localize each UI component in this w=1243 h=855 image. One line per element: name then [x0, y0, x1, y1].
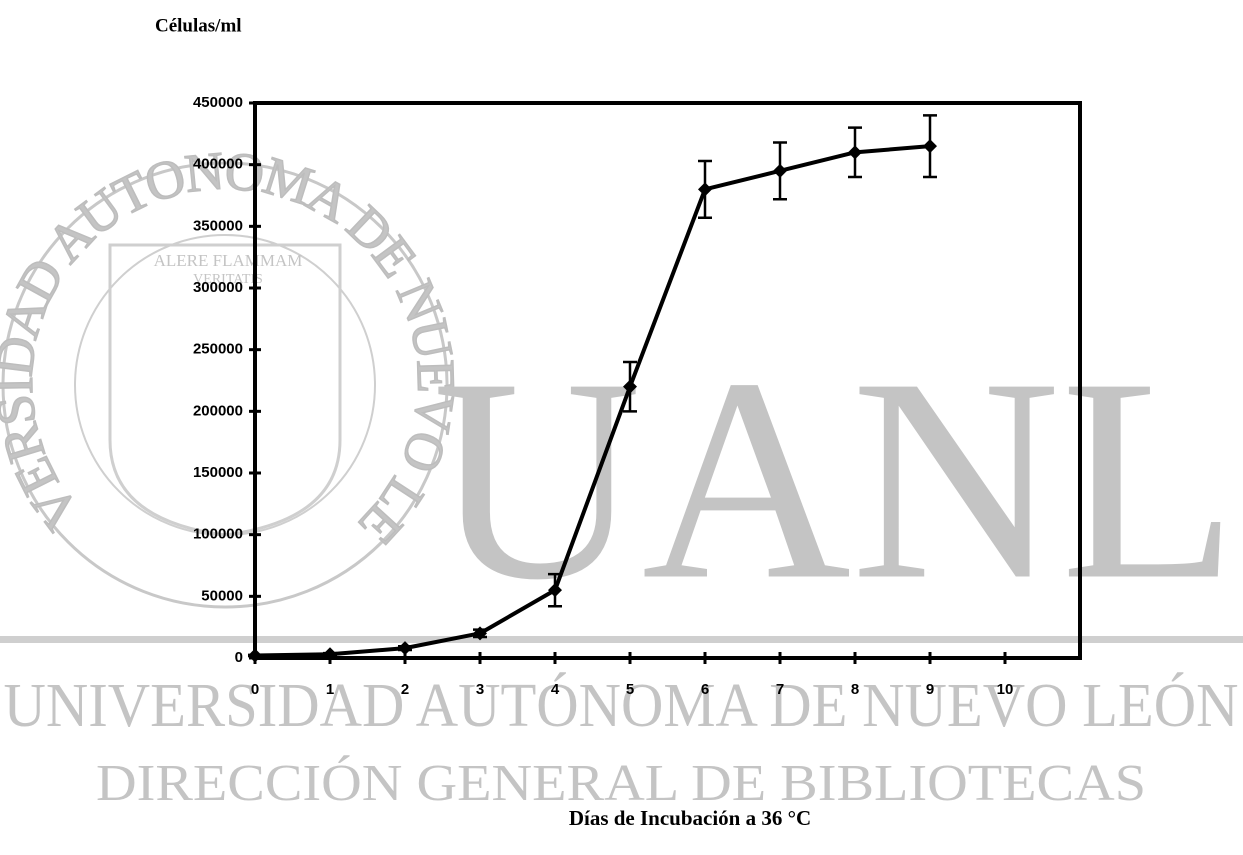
y-tick-label: 400000	[193, 156, 243, 173]
data-point	[473, 626, 487, 641]
seal-shield	[108, 243, 342, 537]
data-point	[698, 182, 712, 197]
x-tick-label: 2	[401, 681, 409, 698]
watermark-rule	[0, 636, 1243, 643]
seal-motto: ALERE FLAMMAM	[154, 251, 303, 270]
y-tick-label: 50000	[201, 587, 243, 604]
seal-ring	[1, 161, 449, 609]
data-line	[254, 144, 931, 658]
watermark-department: DIRECCIÓN GENERAL DE BIBLIOTECAS	[96, 754, 1146, 812]
data-point	[623, 379, 637, 394]
x-tick-label: 10	[997, 681, 1014, 698]
y-axis-label: Células/ml	[155, 15, 242, 36]
x-axis-label: Días de Incubación a 36 °C	[569, 806, 811, 830]
y-tick-label: 300000	[193, 279, 243, 296]
x-tick-label: 9	[926, 681, 934, 698]
x-tick-label: 4	[551, 681, 560, 698]
data-point	[923, 139, 937, 154]
x-tick-label: 1	[326, 681, 334, 698]
x-tick-label: 6	[701, 681, 709, 698]
y-tick-label: 0	[235, 649, 243, 666]
data-point	[848, 145, 862, 160]
x-tick-label: 5	[626, 681, 634, 698]
x-tick-label: 7	[776, 681, 784, 698]
data-point	[773, 163, 787, 178]
y-tick-label: 450000	[193, 94, 243, 111]
y-tick-label: 100000	[193, 526, 243, 543]
data-point	[548, 583, 562, 598]
seal-motto: VERITATIS	[193, 272, 263, 287]
data-point	[323, 647, 337, 662]
plot-frame	[253, 101, 1082, 660]
x-tick-label: 0	[251, 681, 259, 698]
watermark-university: UNIVERSIDAD AUTÓNOMA DE NUEVO LEÓN	[4, 672, 1239, 740]
data-point	[248, 648, 262, 663]
x-tick-label: 3	[476, 681, 484, 698]
y-tick-label: 150000	[193, 464, 243, 481]
watermark-logo: UANL	[432, 319, 1237, 640]
x-tick-label: 8	[851, 681, 859, 698]
y-tick-label: 250000	[193, 341, 243, 358]
data-point	[398, 641, 412, 656]
y-tick-label: 200000	[193, 402, 243, 419]
y-tick-label: 350000	[193, 217, 243, 234]
